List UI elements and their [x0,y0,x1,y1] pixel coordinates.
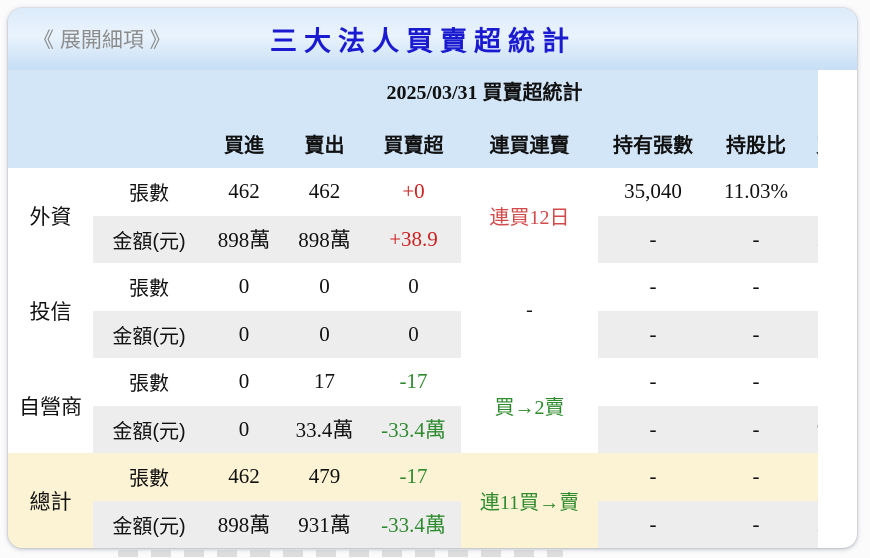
cell-streak: 買→2賣 [461,358,598,453]
col-header-partial: 買 [804,110,818,168]
col-header-sell: 賣出 [283,110,366,168]
row-label: 金額(元) [93,500,205,548]
cell-ratio: - [752,369,760,394]
table-row-trust-shares: 投信 張數 0 0 0 - - - [8,263,818,358]
expand-details-link[interactable]: 《 展開細項 》 [33,29,171,52]
cell-buy: 0 [205,310,283,358]
cell-net: +0 [402,179,425,204]
col-header-holding: 持有張數 [598,110,708,168]
partial-col-value [804,358,818,406]
row-label: 張數 [129,183,169,206]
partial-col-value: 1 [804,453,818,501]
cell-sell: 0 [319,274,330,299]
cell-holding: - [598,310,708,358]
cell-ratio: - [708,215,804,263]
cell-ratio: 11.03% [724,179,788,204]
institutional-stats-table: 2025/03/31 買賣超統計 買進 賣出 買賣超 連買連賣 持有張數 持股比… [8,70,818,548]
cell-sell: 17 [314,369,335,394]
partial-col-value: 2 [804,500,818,548]
date-title: 2025/03/31 買賣超統計 [8,70,818,110]
cell-buy: 0 [238,274,250,299]
cell-sell: 479 [283,453,366,501]
table-row-total-shares: 總計 張數 462 479 -17 連11買→賣 - - 1 [8,453,818,548]
cell-net: -17 [366,453,461,501]
cell-buy: 898萬 [205,500,283,548]
cell-net: +38.9 [366,215,461,263]
cell-streak: 連11買→賣 [461,453,598,548]
group-label-total: 總計 [8,453,93,548]
cell-holding: - [598,405,708,453]
partial-col-value: 9 [804,405,818,453]
table-date-row: 2025/03/31 買賣超統計 [8,70,818,110]
cell-ratio: - [708,453,804,501]
cell-holding: - [598,215,708,263]
cell-holding: - [649,369,657,394]
partial-col-value [804,263,818,311]
table-header-row: 買進 賣出 買賣超 連買連賣 持有張數 持股比 買 [8,110,818,168]
row-label: 金額(元) [93,310,205,358]
cell-ratio: - [708,310,804,358]
cell-holding: - [598,500,708,548]
cell-holding: - [649,274,657,299]
col-header-buy: 買進 [205,110,283,168]
partial-col-value: 2 [804,215,818,263]
cutoff-next-row-text [118,550,563,557]
cell-buy: 0 [205,405,283,453]
cell-holding: 35,040 [624,179,682,204]
table-row-foreign-amount: 金額(元) 898萬 898萬 +38.9 - - 2 [8,215,818,263]
cell-net: 0 [366,310,461,358]
table-scroll-area[interactable]: 2025/03/31 買賣超統計 買進 賣出 買賣超 連買連賣 持有張數 持股比… [8,70,818,548]
card-header: 《 展開細項 》 三大法人買賣超統計 [8,8,857,70]
cell-net: -33.4萬 [366,405,461,453]
group-label-dealer: 自營商 [8,358,93,453]
row-label: 張數 [93,453,205,501]
col-header-net: 買賣超 [366,110,461,168]
cell-sell: 0 [283,310,366,358]
cell-sell: 898萬 [283,215,366,263]
cell-streak: - [461,263,598,358]
cell-net: -33.4萬 [366,500,461,548]
header-spacer [8,110,205,168]
table-row-dealer-shares: 自營商 張數 0 17 -17 買→2賣 - - [8,358,818,453]
table-row-foreign-shares: 外資 張數 462 462 +0 連買12日 35,040 11.03% 1 [8,168,818,263]
cell-buy: 462 [228,179,260,204]
table-row-dealer-amount: 金額(元) 0 33.4萬 -33.4萬 - - 9 [8,405,818,453]
cell-buy: 462 [205,453,283,501]
cell-sell: 462 [308,179,341,204]
row-label: 張數 [129,373,169,396]
partial-col-value: 1 [804,168,818,216]
cell-ratio: - [752,274,760,299]
cell-buy: 898萬 [205,215,283,263]
partial-col-value [804,310,818,358]
cell-holding: - [598,453,708,501]
cell-sell: 33.4萬 [283,405,366,453]
col-header-streak: 連買連賣 [461,110,598,168]
cell-net: 0 [408,274,419,299]
row-label: 張數 [129,278,169,301]
cell-ratio: - [708,405,804,453]
table-row-trust-amount: 金額(元) 0 0 0 - - [8,310,818,358]
col-header-ratio: 持股比 [708,110,804,168]
cell-streak: 連買12日 [461,168,598,263]
row-label: 金額(元) [93,405,205,453]
row-label: 金額(元) [93,215,205,263]
cell-sell: 931萬 [283,500,366,548]
table-row-total-amount: 金額(元) 898萬 931萬 -33.4萬 - - 2 [8,500,818,548]
cell-buy: 0 [238,369,250,394]
cell-net: -17 [399,369,428,394]
stats-card: 《 展開細項 》 三大法人買賣超統計 2025/03/31 買賣超統計 買進 賣… [8,8,857,548]
group-label-foreign: 外資 [8,168,93,263]
page-title: 三大法人買賣超統計 [270,26,576,57]
cell-ratio: - [708,500,804,548]
group-label-trust: 投信 [8,263,93,358]
